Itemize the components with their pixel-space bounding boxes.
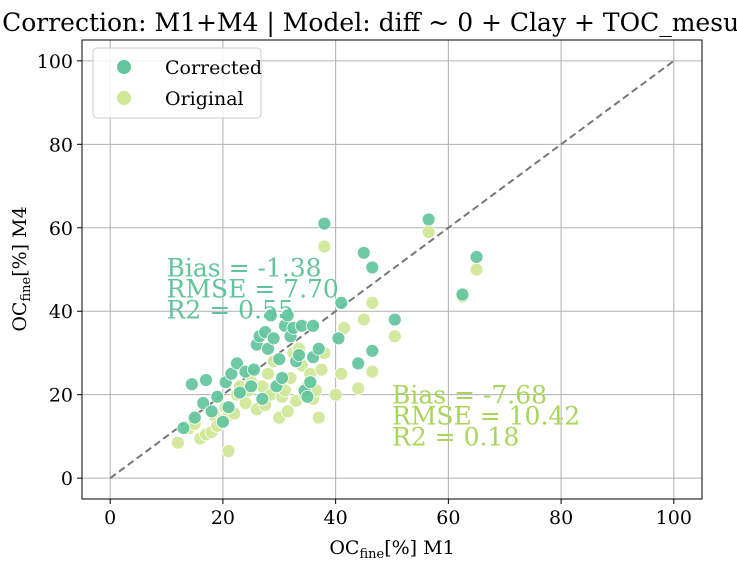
point-corrected: [196, 396, 211, 410]
y-tick-label: 80: [49, 134, 73, 156]
chart-title: Correction: M1+M4 | Model: diff ~ 0 + Cl…: [2, 8, 737, 38]
point-corrected: [275, 371, 289, 385]
x-axis-label-base: OC: [329, 537, 359, 559]
point-original: [421, 225, 436, 239]
point-corrected: [199, 373, 213, 387]
point-corrected: [351, 356, 366, 371]
axis-ticks: 0 20 40 60 80 100 0 20 40 60 80 100: [37, 51, 692, 529]
point-corrected: [230, 356, 244, 371]
point-corrected: [365, 343, 380, 358]
x-tick-label: 60: [436, 507, 460, 529]
point-original: [280, 404, 295, 419]
y-axis-label-rest: [%] M4: [9, 206, 31, 276]
point-corrected: [469, 250, 484, 264]
grid-lines: [82, 40, 702, 499]
point-original: [365, 295, 380, 310]
point-corrected: [300, 389, 315, 404]
point-corrected: [176, 421, 191, 435]
legend-marker-corrected: [117, 60, 131, 74]
point-corrected: [334, 295, 349, 310]
point-original: [387, 329, 402, 344]
x-tick-label: 100: [656, 507, 692, 529]
point-corrected: [187, 410, 202, 425]
point-corrected: [317, 216, 332, 231]
point-original: [221, 444, 236, 458]
point-original: [314, 362, 329, 377]
point-corrected: [306, 318, 320, 333]
point-corrected: [387, 312, 402, 327]
legend-label-corrected: Corrected: [165, 57, 262, 79]
point-original: [328, 387, 343, 402]
x-axis-label-rest: [%] M1: [384, 537, 454, 559]
plot-frame: [81, 39, 703, 500]
point-original: [469, 262, 484, 277]
point-corrected: [421, 212, 436, 227]
point-corrected: [204, 404, 219, 419]
x-tick-label: 20: [211, 507, 235, 529]
point-original: [334, 366, 349, 381]
point-corrected: [263, 308, 278, 323]
x-axis-label: OCfine[%] M1: [329, 537, 454, 562]
point-corrected: [356, 245, 371, 260]
x-tick-label: 40: [324, 507, 348, 529]
y-tick-label: 20: [49, 385, 73, 407]
y-axis-label: OCfine[%] M4: [9, 206, 34, 331]
point-corrected: [292, 348, 306, 362]
point-original: [311, 410, 326, 425]
stat-annotation-corrected: RMSE = 7.70: [167, 274, 339, 303]
legend-box: [92, 47, 262, 119]
x-axis-label-sub: fine: [359, 547, 384, 562]
y-tick-label: 0: [61, 468, 73, 490]
point-corrected: [455, 287, 470, 302]
point-corrected: [210, 389, 225, 404]
point-corrected: [255, 391, 270, 406]
point-corrected: [232, 385, 247, 400]
point-corrected: [185, 377, 199, 392]
y-axis-label-sub: fine: [19, 277, 34, 302]
point-corrected: [216, 414, 230, 429]
stat-annotation-original: R2 = 0.18: [392, 423, 519, 452]
point-corrected: [365, 260, 380, 275]
y-tick-label: 60: [49, 218, 73, 240]
stat-annotation-original: RMSE = 10.42: [392, 402, 580, 431]
point-original: [356, 312, 371, 327]
point-original: [365, 364, 380, 379]
series-corrected: [176, 212, 484, 435]
point-corrected: [272, 352, 287, 367]
point-corrected: [311, 341, 326, 356]
legend-label-original: Original: [165, 88, 244, 110]
stat-annotation-corrected: Bias = -1.38: [167, 253, 322, 282]
point-original: [261, 366, 275, 381]
point-corrected: [303, 375, 318, 390]
point-original: [170, 435, 185, 450]
x-tick-label: 80: [549, 507, 573, 529]
point-original: [351, 381, 366, 396]
x-tick-label: 0: [104, 507, 116, 529]
point-corrected: [331, 331, 346, 346]
y-tick-label: 40: [49, 301, 73, 323]
stat-annotation-original: Bias = -7.68: [392, 381, 547, 410]
legend: Corrected Original: [92, 47, 262, 119]
legend-marker-original: [117, 91, 131, 105]
point-corrected: [266, 331, 281, 346]
point-corrected: [280, 308, 295, 323]
stat-annotation-corrected: R2 = 0.55: [167, 295, 294, 324]
y-axis-label-base: OC: [9, 302, 31, 332]
point-corrected: [244, 379, 258, 394]
y-tick-label: 100: [37, 51, 73, 73]
point-original: [317, 239, 332, 254]
point-corrected: [221, 400, 236, 415]
point-corrected: [247, 362, 261, 377]
